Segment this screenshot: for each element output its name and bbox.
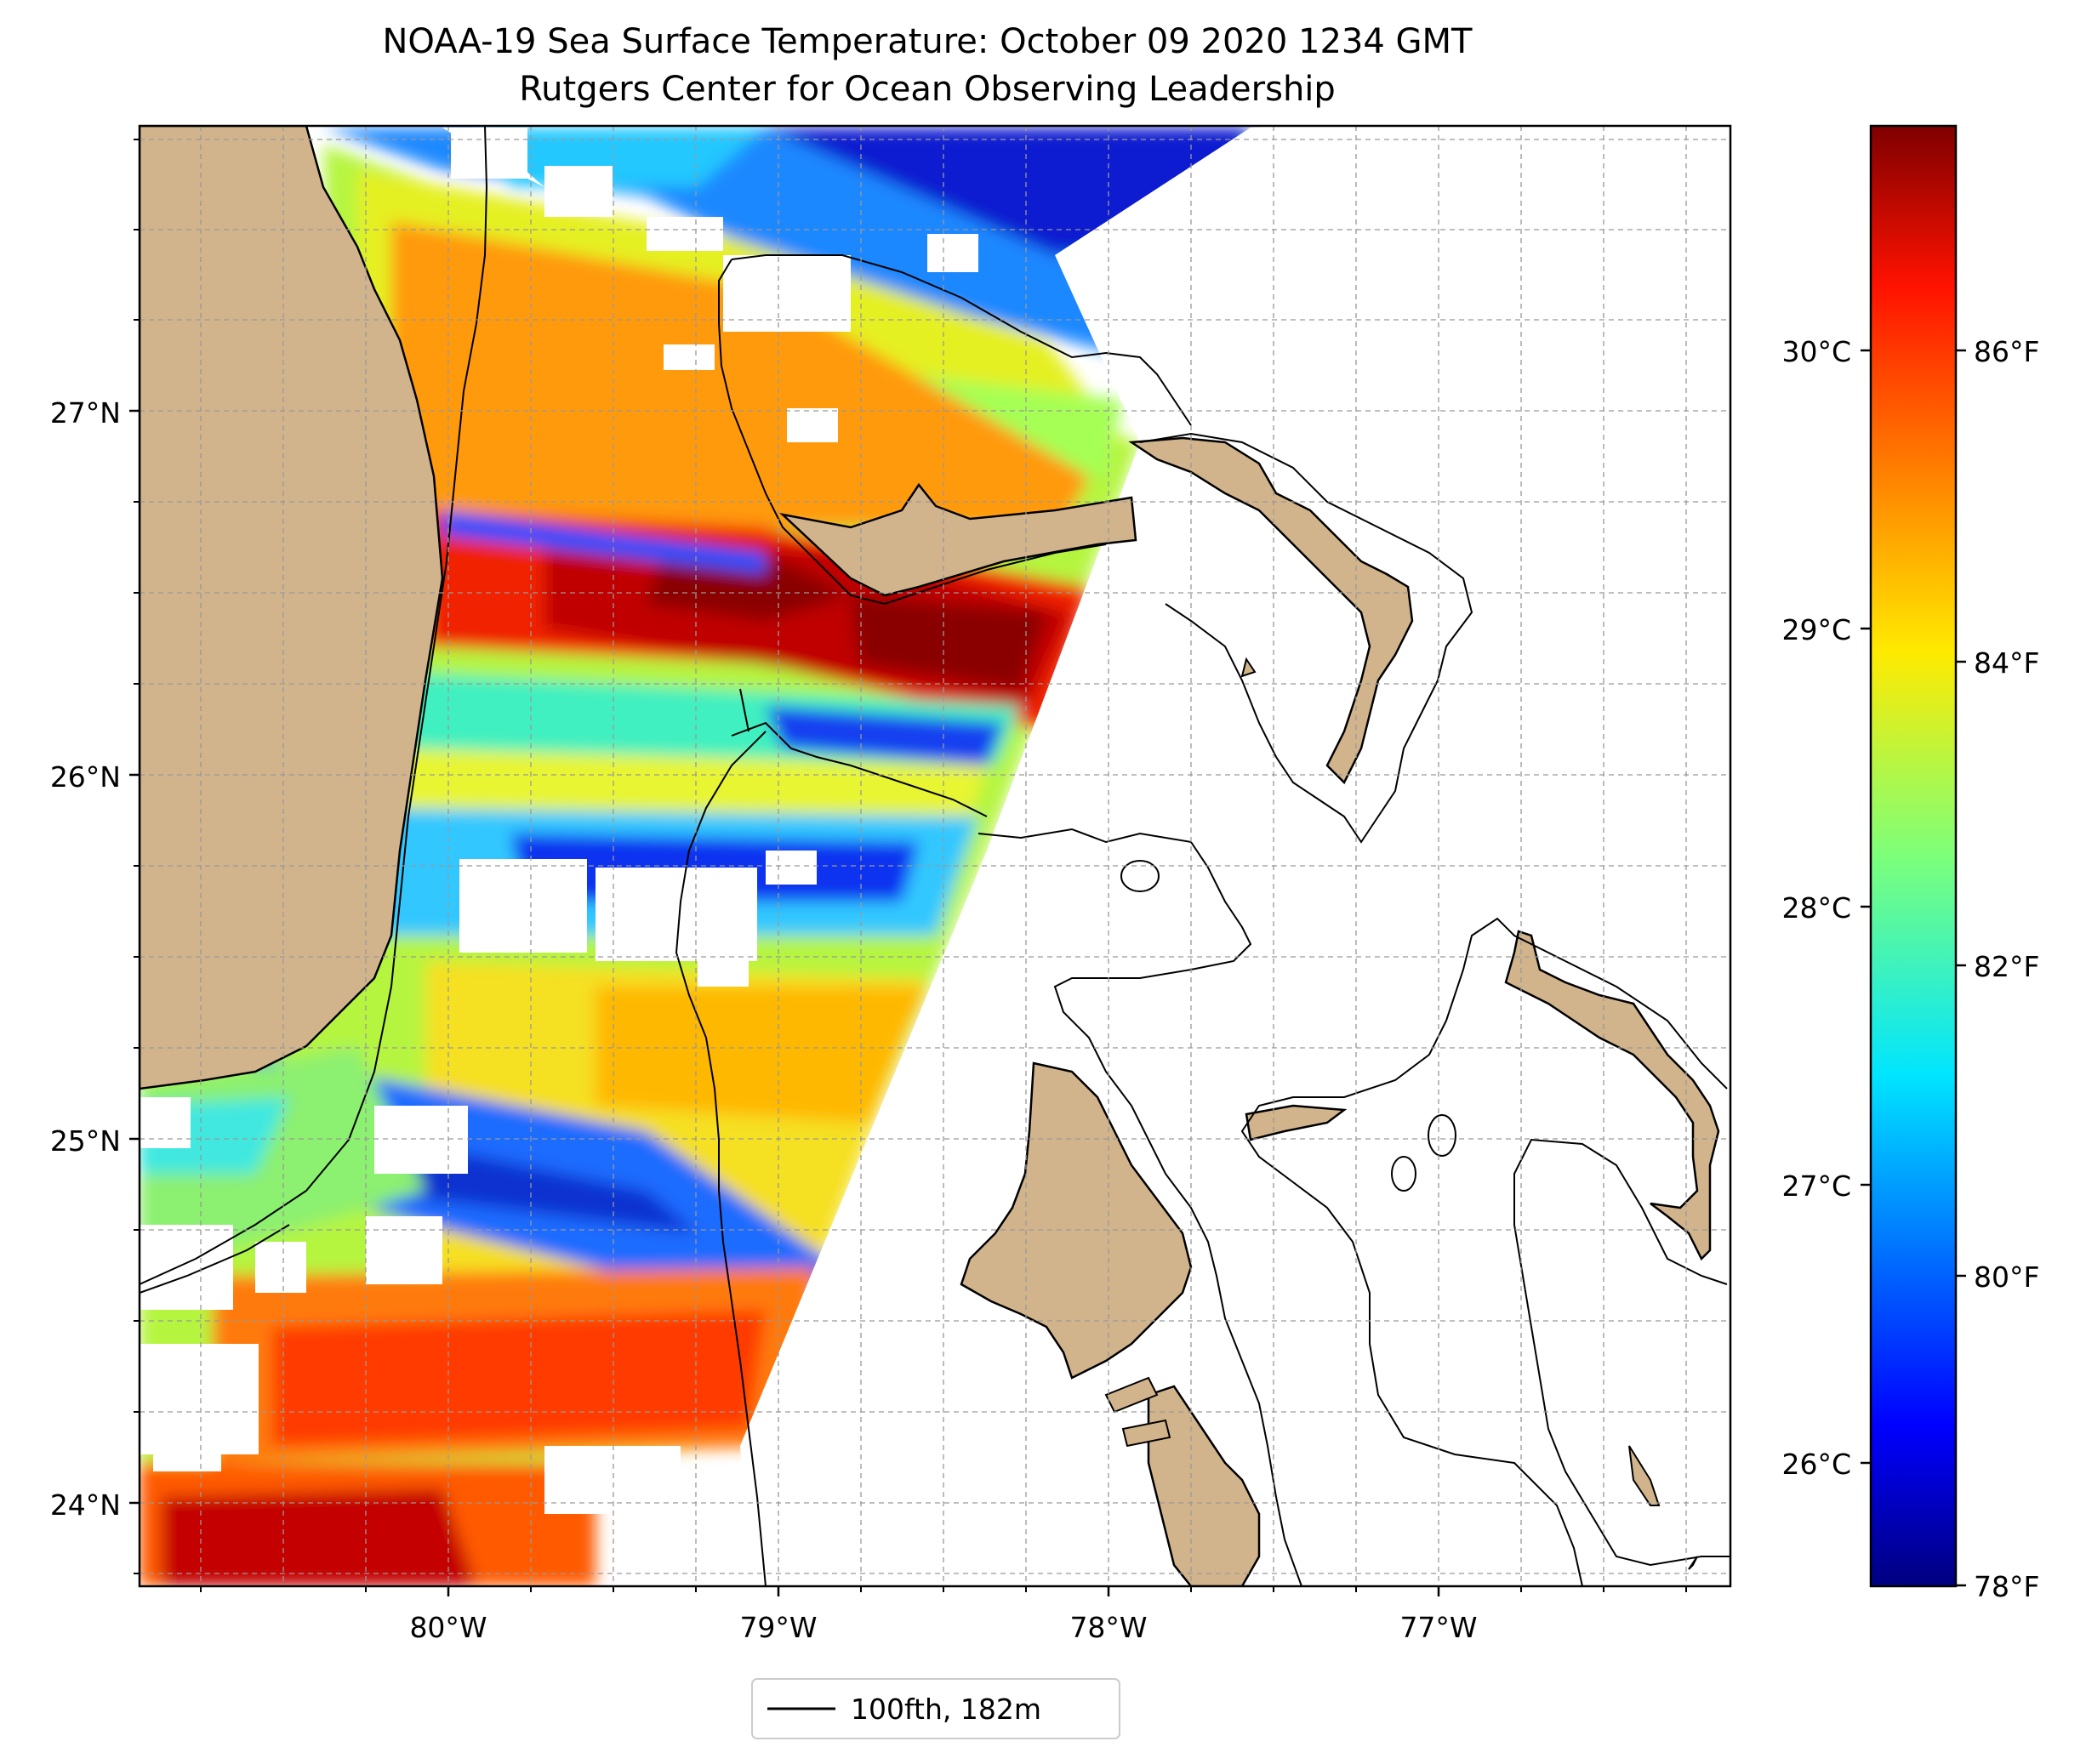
florida-land [140, 126, 444, 1090]
map-title-line1: NOAA-19 Sea Surface Temperature: October… [383, 22, 1473, 61]
berry-islands-land [1245, 1104, 1348, 1141]
celsius-tick-label: 27°C [1781, 1169, 1851, 1203]
map-frame [138, 124, 1732, 1588]
celsius-tick-label: 26°C [1781, 1448, 1851, 1481]
lat-tick-label: 26°N [50, 760, 121, 794]
fahrenheit-tick-label: 86°F [1974, 335, 2039, 368]
celsius-tick-label: 29°C [1781, 613, 1851, 646]
map-title-line2: Rutgers Center for Ocean Observing Leade… [519, 70, 1336, 109]
legend-label: 100fth, 182m [851, 1693, 1041, 1726]
legend-box [751, 1678, 1120, 1739]
lat-axis: 27°N 26°N 25°N 24°N [50, 396, 140, 1522]
minor-ticks [134, 139, 1687, 1592]
gridlines [140, 126, 1730, 1586]
lon-tick-label: 77°W [1399, 1611, 1477, 1644]
legend: 100fth, 182m [751, 1678, 1120, 1739]
eleuthera-land [1504, 930, 1720, 1261]
colorbar-gradient [1869, 124, 1958, 1588]
isobath-100fth [140, 126, 1730, 1586]
fahrenheit-tick-label: 78°F [1974, 1570, 2039, 1603]
fahrenheit-tick-label: 80°F [1974, 1260, 2039, 1294]
lon-axis: 80°W 79°W 78°W 77°W [409, 1586, 1478, 1644]
celsius-tick-label: 30°C [1781, 335, 1851, 368]
lon-tick-label: 79°W [739, 1611, 817, 1644]
lon-tick-label: 80°W [409, 1611, 487, 1644]
lon-tick-label: 78°W [1069, 1611, 1147, 1644]
fahrenheit-tick-label: 84°F [1974, 646, 2039, 680]
abaco-land [1128, 436, 1414, 785]
colorbar: 30°C 29°C 28°C 27°C 26°C 86°F 84°F 82°F … [1781, 124, 2039, 1603]
lat-tick-label: 24°N [50, 1488, 121, 1522]
fahrenheit-tick-label: 82°F [1974, 950, 2039, 983]
andros-south-land [1147, 1385, 1261, 1586]
sst-field [140, 128, 1251, 1586]
lat-tick-label: 25°N [50, 1124, 121, 1158]
lat-tick-label: 27°N [50, 396, 121, 430]
andros-land [960, 1061, 1193, 1380]
map-area [140, 126, 1730, 1586]
celsius-tick-label: 28°C [1781, 891, 1851, 925]
